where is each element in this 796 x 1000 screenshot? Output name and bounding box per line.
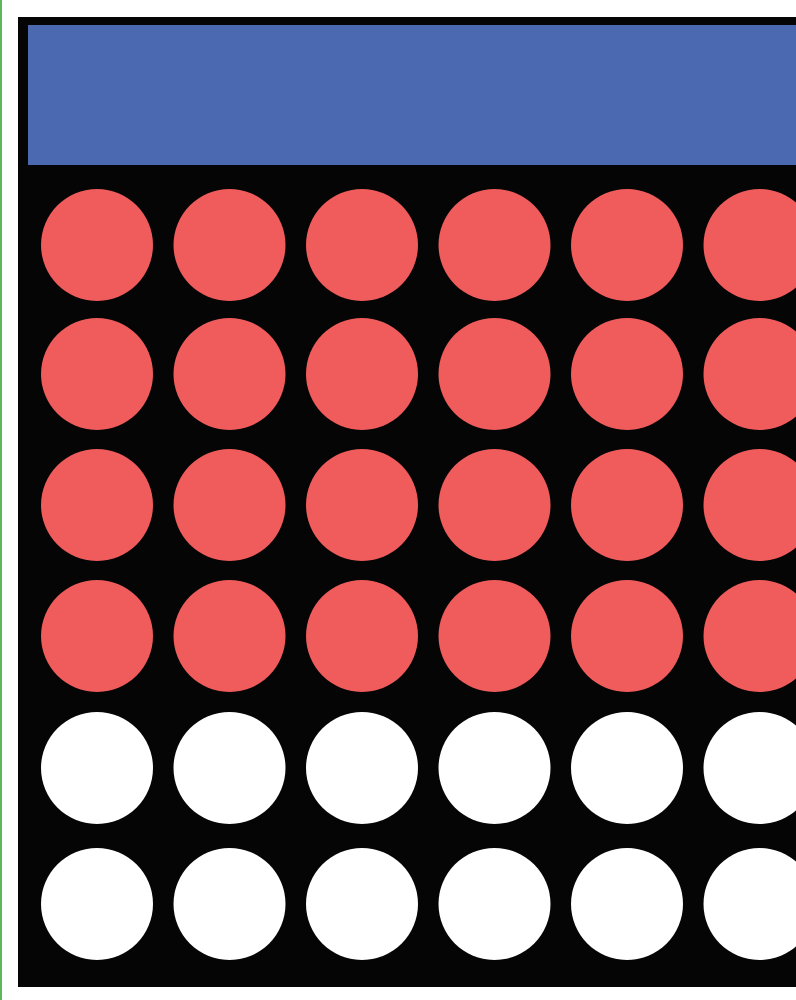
left-edge xyxy=(0,0,2,1000)
board-cell[interactable] xyxy=(41,318,153,430)
board-cell[interactable] xyxy=(306,449,418,561)
board-cell[interactable] xyxy=(571,449,683,561)
board-cell[interactable] xyxy=(438,712,551,824)
board-cell[interactable] xyxy=(41,580,153,692)
board-cell[interactable] xyxy=(703,712,796,824)
board-cell[interactable] xyxy=(173,318,286,430)
board-cell[interactable] xyxy=(438,848,551,960)
board-cell[interactable] xyxy=(173,712,286,824)
board-cell[interactable] xyxy=(571,580,683,692)
board-cell[interactable] xyxy=(571,848,683,960)
board-cell[interactable] xyxy=(438,318,551,430)
board-cell[interactable] xyxy=(41,712,153,824)
board-cell[interactable] xyxy=(438,449,551,561)
board-cell[interactable] xyxy=(306,318,418,430)
board-cell[interactable] xyxy=(571,712,683,824)
board-cell[interactable] xyxy=(703,848,796,960)
board-cell[interactable] xyxy=(173,848,286,960)
board-cell[interactable] xyxy=(41,848,153,960)
board-cell[interactable] xyxy=(173,449,286,561)
board-cell[interactable] xyxy=(703,449,796,561)
board-header[interactable] xyxy=(28,25,796,165)
board-cell[interactable] xyxy=(41,189,153,301)
board-cell[interactable] xyxy=(571,189,683,301)
board-cell[interactable] xyxy=(703,580,796,692)
board-cell[interactable] xyxy=(438,189,551,301)
board-cell[interactable] xyxy=(703,189,796,301)
board-cell[interactable] xyxy=(41,449,153,561)
board-cell[interactable] xyxy=(438,580,551,692)
board-cell[interactable] xyxy=(173,580,286,692)
board-cell[interactable] xyxy=(306,189,418,301)
board-cell[interactable] xyxy=(306,848,418,960)
board-cell[interactable] xyxy=(306,580,418,692)
board-cell[interactable] xyxy=(571,318,683,430)
board-cell[interactable] xyxy=(703,318,796,430)
board-cell[interactable] xyxy=(306,712,418,824)
board-cell[interactable] xyxy=(173,189,286,301)
